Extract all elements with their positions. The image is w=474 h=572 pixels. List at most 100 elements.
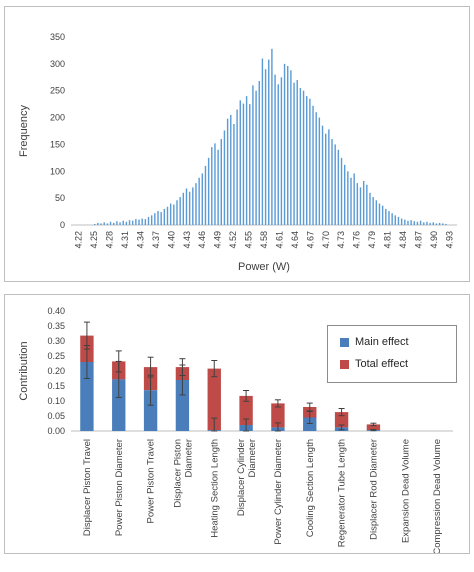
power-histogram: 0 50 100 150 200 250 300 350 4.22 4.25 4.28 4.31 4.3… [18,32,457,273]
x-category-label-line: Displacer Cylinder [236,439,247,516]
x-category-label-line: Regenerator Tube Length [337,439,348,547]
histogram-bar [442,223,444,225]
histogram-bar [188,191,191,225]
histogram-panel: 0 50 100 150 200 250 300 350 4.22 4.25 4.28 4.31 4.3… [4,6,470,282]
y-tick-label: 350 [50,32,65,42]
histogram-bar [239,100,241,225]
x-tick-label: 4.73 [336,231,346,249]
histogram-bar [391,213,393,225]
y-tick-label: 0.10 [47,396,65,406]
histogram-bar [299,88,302,226]
histogram-bar [413,221,415,225]
x-axis-title: Power (W) [238,261,290,273]
histogram-bar [100,223,102,225]
histogram-bar [445,223,447,225]
x-category-label-line: Heating Section Length [209,439,220,538]
histogram-bar [274,74,276,225]
y-tick-label: 200 [50,113,65,123]
histogram-bar [312,105,314,225]
x-tick-label: 4.79 [367,231,377,249]
histogram-bar [141,218,143,225]
histogram-bar [410,220,412,225]
y-tick-label: 0.20 [47,366,65,376]
histogram-bar [94,223,96,225]
histogram-bar [217,149,219,225]
x-tick-label: 4.64 [290,231,300,249]
histogram-bar [230,114,232,225]
histogram-bar [166,206,169,225]
y-tick-label: 150 [50,139,65,149]
histogram-bar [106,223,109,225]
histogram-bar [116,221,118,225]
histogram-bar [426,221,428,225]
x-tick-label: 4.40 [166,231,176,249]
histogram-bar [407,220,409,225]
histogram-bar [366,184,368,225]
histogram-bar [271,48,273,226]
x-category-label-line: Diameter [183,439,194,478]
histogram-bar [416,221,419,225]
x-tick-label: 4.22 [74,231,84,249]
histogram-bar [343,164,346,225]
x-tick-label: 4.43 [182,231,192,249]
histogram-bar [198,177,200,225]
x-tick-label: 4.49 [213,231,223,249]
x-category-label: Displacer Piston Travel [82,439,93,536]
x-category-label: Heating Section Length [209,439,220,538]
histogram-bar [287,66,289,226]
histogram-bar [113,222,115,225]
x-category-label-line: Cooling Section Length [305,439,316,537]
y-axis-title: Contribution [18,341,30,400]
histogram-bar [255,90,257,225]
histogram-bar [207,157,210,225]
histogram-bar [135,219,137,225]
histogram-bar [423,222,425,225]
histogram-bar [372,197,374,225]
histogram-bar [432,222,434,225]
histogram-bar [328,129,330,225]
histogram-bar [375,200,378,225]
histogram-bar [362,180,365,225]
y-tick-label: 50 [55,193,65,203]
histogram-bar [242,103,245,225]
total-effect-bar [366,424,381,431]
y-tick-label: 0.15 [47,381,65,391]
histogram-bar [176,200,178,225]
x-tick-label: 4.31 [120,231,130,249]
histogram-bar [233,124,235,225]
x-category-label: Displacer CylinderDiameter [236,439,258,516]
histogram-bar [353,173,355,225]
histogram-bar [160,212,162,225]
histogram-bar [182,192,185,225]
histogram-bar [125,221,128,225]
x-category-label-line: Power Piston Travel [146,439,157,523]
histogram-bar [400,218,403,225]
main-effect-bar [143,390,158,431]
histogram-bar [321,125,324,225]
histogram-bar [388,211,390,225]
histogram-bar [109,221,112,225]
histogram-bar [128,220,131,225]
histogram-bar [277,84,279,225]
histogram-bar [185,188,188,225]
y-tick-label: 0.00 [47,426,65,436]
x-tick-label: 4.25 [89,231,99,249]
total-effect-bar [334,412,349,428]
histogram-bar [264,69,267,225]
histogram-bar [163,208,166,225]
y-tick-label: 100 [50,166,65,176]
x-category-label: Compression Dead Volume [432,439,443,553]
histogram-bar [356,183,359,225]
histogram-bar [211,147,213,225]
x-category-label: Regenerator Tube Length [337,439,348,547]
histogram-bar [290,70,292,225]
histogram-bar [429,222,431,225]
histogram-bar [394,215,397,225]
x-category-label-line: Expansion Dead Volume [400,439,411,543]
y-tick-label: 0.30 [47,336,65,346]
x-category-label-line: Compression Dead Volume [432,439,443,553]
sensitivity-panel: 0.00 0.05 0.10 0.15 0.20 0.25 0.30 0.35 0.40 Disp… [4,294,470,555]
x-tick-label: 4.61 [274,231,284,249]
histogram-bar [204,165,207,225]
x-category-label-line: Displacer Rod Diameter [368,439,379,540]
